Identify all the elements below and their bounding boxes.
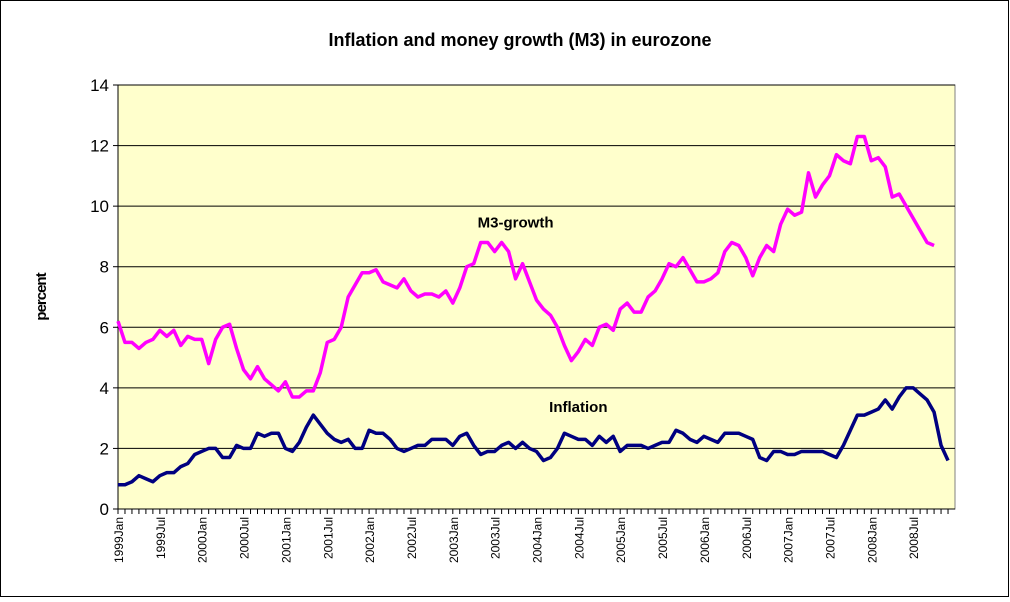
- x-tick-label: 2004Jan: [531, 517, 545, 563]
- series-line: [116, 134, 935, 399]
- x-tick-label: 2006Jul: [740, 517, 754, 559]
- x-tick-label: 2003Jul: [489, 517, 503, 559]
- x-tick-label: 2003Jan: [447, 517, 461, 563]
- x-tick-label: 2006Jan: [698, 517, 712, 563]
- x-tick-label: 2001Jul: [321, 517, 335, 559]
- y-tick-label: 2: [100, 439, 109, 458]
- y-tick-label: 14: [90, 76, 109, 95]
- x-tick-label: 2000Jul: [238, 517, 252, 559]
- x-tick-label: 2000Jan: [196, 517, 210, 563]
- x-tick-label: 2008Jul: [907, 517, 921, 559]
- y-tick-label: 12: [90, 137, 109, 156]
- series-line: [118, 386, 950, 487]
- x-tick-label: 2002Jul: [405, 517, 419, 559]
- y-tick-label: 6: [100, 318, 109, 337]
- x-tick-label: 2007Jan: [782, 517, 796, 563]
- x-tick-label: 2005Jul: [656, 517, 670, 559]
- x-tick-label: 1999Jul: [154, 517, 168, 559]
- x-tick-label: 2001Jan: [279, 517, 293, 563]
- x-tick-label: 2007Jul: [823, 517, 837, 559]
- annotation: Inflation: [549, 399, 607, 416]
- x-tick-label: 1999Jan: [112, 517, 126, 563]
- x-tick-label: 2008Jan: [865, 517, 879, 563]
- x-tick-label: 2004Jul: [572, 517, 586, 559]
- x-tick-label: 2002Jan: [363, 517, 377, 563]
- y-tick-label: 4: [100, 379, 109, 398]
- y-tick-label: 10: [90, 197, 109, 216]
- y-axis-label: percent: [33, 272, 50, 320]
- y-tick-label: 0: [100, 500, 109, 519]
- y-tick-label: 8: [100, 258, 109, 277]
- annotation: M3-growth: [478, 214, 554, 231]
- x-tick-label: 2005Jan: [614, 517, 628, 563]
- chart-title: Inflation and money growth (M3) in euroz…: [329, 30, 712, 50]
